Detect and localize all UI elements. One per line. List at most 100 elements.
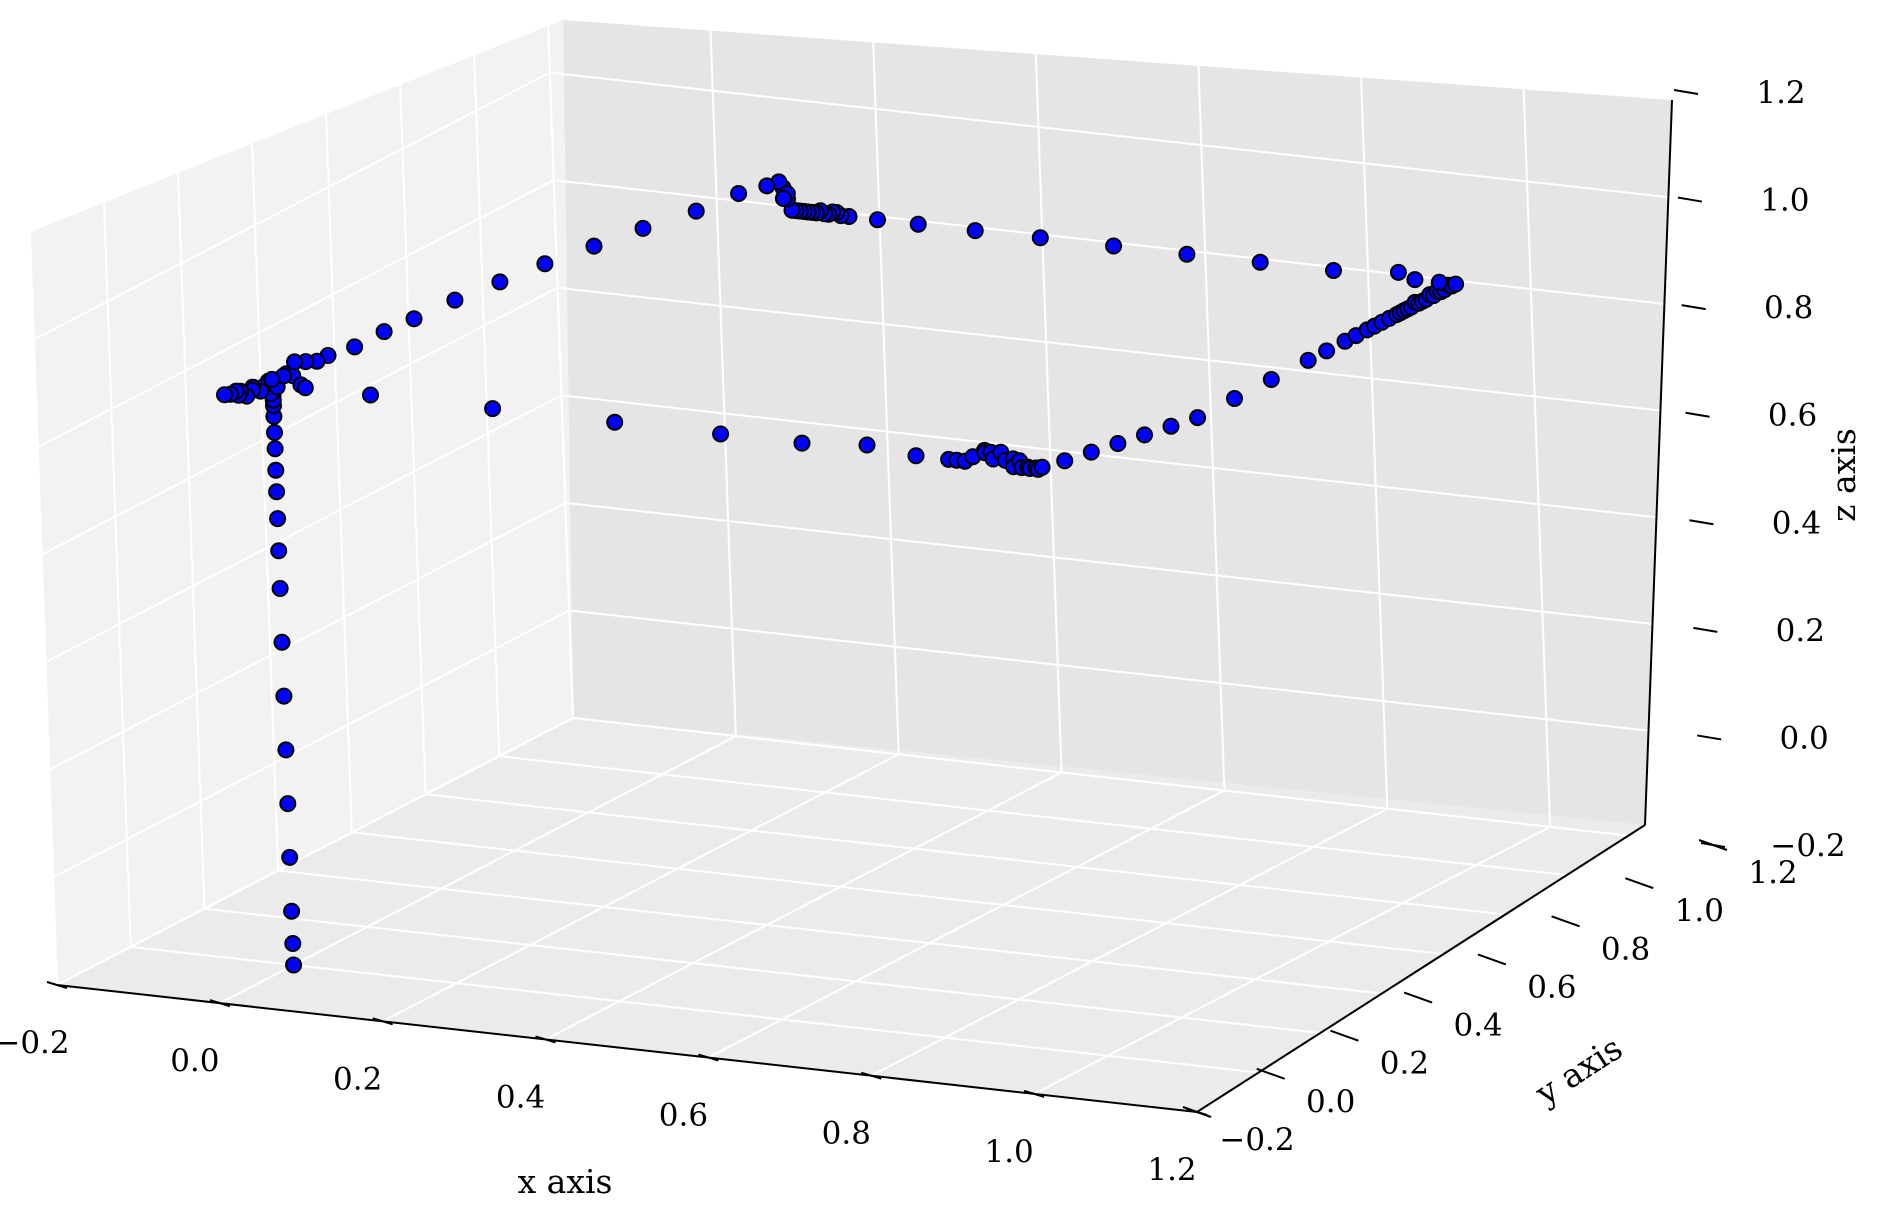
z-tick	[1693, 626, 1718, 633]
y-tick	[1182, 1106, 1212, 1118]
data-point	[266, 424, 283, 441]
gridline-z-back	[557, 286, 1698, 416]
x-tick-label: 0.0	[170, 1043, 219, 1079]
gridline-z-side	[52, 609, 570, 879]
y-tick-label: 0.0	[1306, 1084, 1355, 1120]
gridline-y-floor	[351, 831, 1492, 961]
gridline-x-back	[1359, 55, 1389, 809]
x-tick	[46, 981, 68, 989]
data-point	[1325, 262, 1342, 279]
data-point	[283, 902, 301, 920]
z-tick	[1696, 734, 1722, 741]
data-point	[1162, 417, 1180, 435]
data-point	[858, 436, 876, 454]
z-tick-label: 0.0	[1779, 720, 1828, 756]
y-tick	[1624, 877, 1654, 890]
data-point	[285, 956, 303, 974]
z-tick-label: 1.2	[1756, 75, 1805, 111]
gridline-z-side	[33, 71, 551, 341]
data-point	[270, 542, 288, 560]
y-tick	[1403, 991, 1433, 1004]
data-point	[774, 190, 792, 207]
y-tick-label: 0.8	[1601, 931, 1650, 967]
data-point	[907, 447, 925, 465]
gridline-y-side	[29, 231, 58, 986]
gridlines	[29, 0, 1714, 1113]
data-point	[1430, 273, 1448, 291]
gridline-z-back	[565, 501, 1706, 631]
gridline-x-back	[1685, 91, 1714, 846]
data-point	[491, 273, 509, 291]
data-point	[263, 370, 281, 388]
z-tick-label: 0.6	[1768, 398, 1817, 434]
gridline-z-side	[56, 717, 574, 986]
z-tick	[1681, 304, 1706, 311]
gridline-x-floor	[219, 735, 737, 1005]
data-point	[275, 687, 293, 705]
x-tick-label: 1.0	[984, 1134, 1033, 1170]
data-point	[266, 440, 284, 458]
data-point	[1105, 237, 1123, 255]
data-point	[793, 434, 811, 452]
gridline-z-back	[553, 179, 1694, 309]
y-tick-label: 1.0	[1675, 893, 1724, 929]
x-tick	[209, 999, 231, 1008]
data-point	[606, 413, 624, 431]
gridline-z-back	[549, 71, 1690, 201]
gridline-z-side	[41, 286, 559, 556]
gridline-y-side	[250, 117, 280, 871]
z-tick-label: 0.8	[1764, 290, 1813, 326]
side-pane-yz	[30, 20, 573, 985]
z-tick-label: 1.0	[1760, 183, 1809, 219]
x-tick-label: 0.8	[822, 1116, 871, 1152]
data-point	[634, 219, 652, 237]
data-point	[446, 291, 464, 309]
axes-panes	[30, 20, 1672, 1112]
gridline-z-back	[572, 717, 1714, 846]
back-pane-xz	[563, 20, 1672, 825]
gridline-y-side	[176, 155, 206, 909]
gridline-z-back	[569, 609, 1710, 739]
data-point	[909, 215, 927, 233]
data-point	[375, 323, 393, 341]
data-point	[966, 222, 984, 240]
z-tick-label: −0.2	[1770, 828, 1845, 864]
z-tick	[1677, 196, 1703, 203]
y-tick-label: −0.2	[1219, 1122, 1294, 1158]
gridline-y-side	[546, 0, 574, 719]
floor-pane-xy	[57, 718, 1645, 1112]
y-tick	[1551, 915, 1580, 928]
x-tick-label: 0.4	[496, 1079, 545, 1115]
gridline-x-back	[708, 0, 737, 737]
data-points	[216, 173, 1465, 974]
data-point	[1251, 253, 1269, 271]
y-tick	[1330, 1029, 1359, 1042]
data-point	[869, 211, 886, 229]
x-axis-label: x axis	[518, 1162, 613, 1201]
data-point	[1033, 458, 1051, 476]
data-point	[1299, 351, 1317, 369]
data-point	[712, 425, 730, 443]
data-point	[1318, 342, 1336, 360]
data-point	[1136, 426, 1153, 444]
x-tick-label: 0.2	[333, 1061, 382, 1097]
z-tick	[1700, 842, 1726, 848]
data-point	[536, 255, 554, 273]
data-point	[268, 483, 286, 501]
gridline-y-floor	[278, 869, 1419, 999]
gridline-y-floor	[425, 793, 1566, 923]
data-point	[1178, 245, 1196, 263]
data-point	[1189, 409, 1207, 427]
y-tick	[1477, 953, 1507, 966]
data-point	[1447, 275, 1465, 293]
x-tick	[1023, 1089, 1045, 1098]
data-point	[216, 386, 233, 404]
y-axis-line	[1196, 824, 1646, 1113]
y-tick-label: 0.6	[1527, 969, 1576, 1005]
gridline-y-side	[102, 193, 132, 947]
gridline-x-back	[1196, 37, 1226, 791]
data-point	[273, 633, 291, 651]
data-point	[346, 338, 364, 356]
gridline-x-floor	[382, 753, 900, 1023]
axis-ticks	[46, 89, 1728, 1118]
